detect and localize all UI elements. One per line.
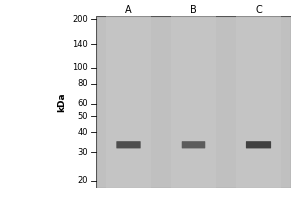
FancyBboxPatch shape bbox=[116, 141, 141, 148]
FancyBboxPatch shape bbox=[246, 141, 271, 148]
Text: A: A bbox=[125, 5, 132, 15]
Bar bbox=[236, 16, 281, 188]
FancyBboxPatch shape bbox=[182, 141, 205, 148]
Bar bbox=[171, 16, 216, 188]
Text: 50: 50 bbox=[78, 112, 88, 121]
Bar bbox=[106, 16, 151, 188]
Text: 30: 30 bbox=[78, 148, 88, 157]
Text: 140: 140 bbox=[73, 40, 88, 49]
Text: 60: 60 bbox=[78, 99, 88, 108]
Text: 80: 80 bbox=[78, 79, 88, 88]
Text: 20: 20 bbox=[78, 176, 88, 185]
Text: kDa: kDa bbox=[58, 92, 67, 112]
Text: C: C bbox=[255, 5, 262, 15]
Text: 200: 200 bbox=[73, 15, 88, 24]
Text: 40: 40 bbox=[78, 128, 88, 137]
Text: 100: 100 bbox=[73, 63, 88, 72]
Text: B: B bbox=[190, 5, 197, 15]
